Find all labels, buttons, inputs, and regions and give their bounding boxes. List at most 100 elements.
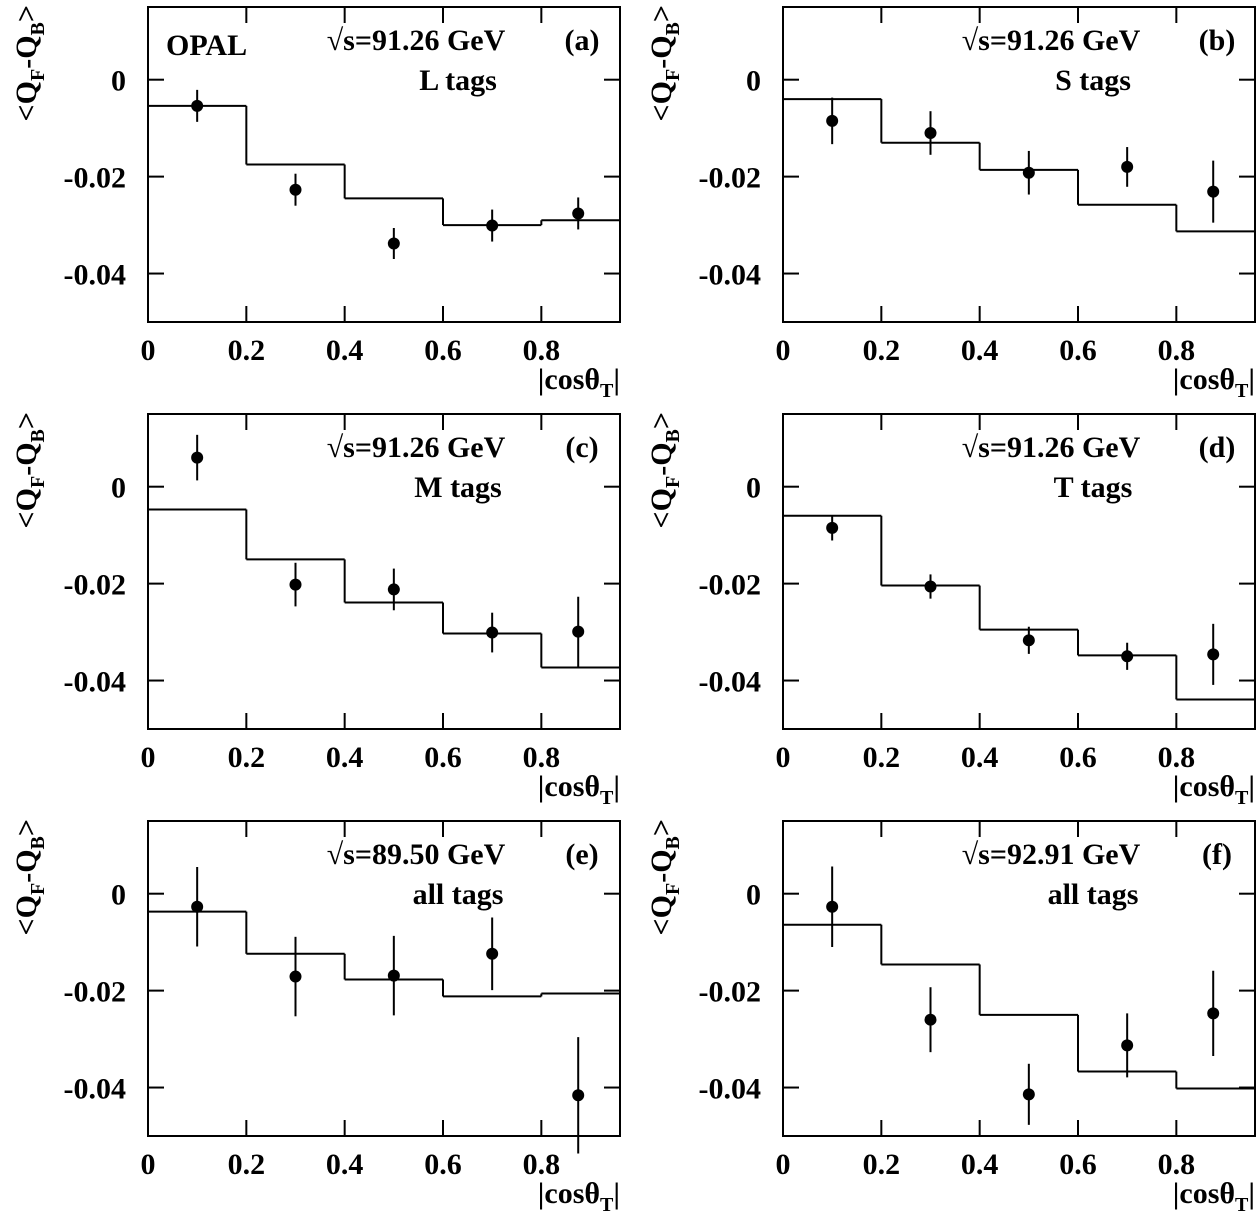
- label-part: |cosθ: [538, 1177, 600, 1210]
- label-part: -Q: [645, 442, 678, 475]
- tag-label: all tags: [1048, 878, 1139, 911]
- subscript: T: [600, 1194, 614, 1216]
- x-tick-label: 0.4: [326, 741, 364, 774]
- plot-frame: [147, 6, 621, 323]
- chart-title: OPAL: [166, 29, 247, 62]
- label-part: |: [1248, 363, 1255, 396]
- data-point: [1022, 634, 1035, 647]
- x-tick-label: 0.8: [523, 1148, 561, 1181]
- x-tick-label: 0.8: [1158, 1148, 1196, 1181]
- y-tick-label: -0.04: [64, 666, 127, 699]
- tag-label: M tags: [414, 471, 501, 504]
- subscript: F: [662, 883, 684, 895]
- tag-label: all tags: [413, 878, 504, 911]
- y-tick-label: -0.02: [64, 162, 127, 195]
- energy-label: √s=91.26 GeV: [327, 431, 506, 464]
- y-axis-label: <QF-QB>: [645, 5, 684, 121]
- tag-label: S tags: [1055, 64, 1131, 97]
- data-point: [826, 521, 839, 534]
- x-tick-label: 0.4: [326, 1148, 364, 1181]
- data-point: [572, 1089, 585, 1102]
- y-tick-label: -0.04: [699, 1073, 762, 1106]
- label-part: <Q: [10, 81, 43, 121]
- subscript: F: [27, 476, 49, 488]
- data-point: [1207, 1007, 1220, 1020]
- y-tick-label: 0: [111, 472, 126, 505]
- y-tick-label: -0.02: [699, 976, 762, 1009]
- y-tick-label: 0: [746, 65, 761, 98]
- tag-label: L tags: [419, 64, 497, 97]
- y-tick-label: 0: [111, 65, 126, 98]
- label-part: -Q: [645, 849, 678, 882]
- data-point: [924, 127, 937, 139]
- y-tick-label: -0.02: [64, 976, 127, 1009]
- x-tick-label: 0.4: [961, 334, 999, 367]
- label-part: -Q: [10, 442, 43, 475]
- subscript: B: [27, 836, 49, 849]
- subscript: T: [1235, 380, 1249, 402]
- x-tick-label: 0.8: [523, 334, 561, 367]
- x-tick-label: 0.8: [1158, 741, 1196, 774]
- panel-label: (c): [565, 431, 598, 464]
- y-tick-label: -0.04: [699, 259, 762, 292]
- label-part: -Q: [10, 35, 43, 68]
- x-axis-label: |cosθT|: [538, 770, 620, 809]
- y-tick-label: -0.04: [64, 259, 127, 292]
- data-point: [572, 207, 585, 220]
- subscript: T: [600, 380, 614, 402]
- energy-label: √s=89.50 GeV: [327, 838, 506, 871]
- data-point: [191, 900, 204, 913]
- energy-label: √s=91.26 GeV: [962, 431, 1141, 464]
- subscript: F: [27, 883, 49, 895]
- data-point: [486, 626, 499, 639]
- y-tick-label: -0.02: [699, 162, 762, 195]
- data-point: [191, 99, 204, 112]
- label-part: |cosθ: [1173, 770, 1235, 803]
- label-part: |cosθ: [1173, 363, 1235, 396]
- energy-label: √s=91.26 GeV: [327, 24, 506, 57]
- subscript: B: [27, 429, 49, 442]
- x-tick-label: 0.6: [424, 1148, 462, 1181]
- x-tick-label: 0.6: [424, 334, 462, 367]
- subscript: F: [662, 476, 684, 488]
- energy-label: √s=91.26 GeV: [962, 24, 1141, 57]
- data-point: [1022, 1088, 1035, 1101]
- y-axis-label: <QF-QB>: [10, 5, 49, 121]
- x-tick-label: 0: [141, 1148, 156, 1181]
- label-part: >: [645, 5, 678, 22]
- y-tick-label: -0.02: [64, 569, 127, 602]
- data-point: [1022, 166, 1035, 179]
- label-part: |: [613, 363, 620, 396]
- y-axis-label: <QF-QB>: [10, 412, 49, 528]
- subscript: F: [662, 69, 684, 81]
- label-part: >: [645, 819, 678, 836]
- x-tick-label: 0.2: [863, 334, 901, 367]
- x-axis-label: |cosθT|: [1173, 770, 1255, 809]
- data-point: [387, 583, 400, 596]
- x-tick-label: 0.2: [863, 741, 901, 774]
- label-part: <Q: [10, 488, 43, 528]
- x-tick-label: 0: [776, 741, 791, 774]
- data-point: [1121, 650, 1134, 663]
- label-part: <Q: [645, 488, 678, 528]
- x-axis-label: |cosθT|: [538, 1177, 620, 1216]
- subscript: T: [600, 787, 614, 809]
- plot-frame: [147, 820, 621, 1137]
- label-part: |cosθ: [1173, 1177, 1235, 1210]
- x-axis-label: |cosθT|: [538, 363, 620, 402]
- label-part: |: [613, 1177, 620, 1210]
- x-axis-label: |cosθT|: [1173, 1177, 1255, 1216]
- plot-frame: [782, 820, 1256, 1137]
- data-point: [289, 970, 302, 983]
- x-tick-label: 0.2: [228, 1148, 266, 1181]
- y-tick-label: -0.04: [64, 1073, 127, 1106]
- label-part: -Q: [645, 35, 678, 68]
- x-tick-label: 0: [776, 1148, 791, 1181]
- x-tick-label: 0.4: [961, 1148, 999, 1181]
- y-axis-label: <QF-QB>: [645, 412, 684, 528]
- x-tick-label: 0: [141, 334, 156, 367]
- panel-label: (e): [565, 838, 598, 871]
- energy-label: √s=92.91 GeV: [962, 838, 1141, 871]
- label-part: <Q: [645, 81, 678, 121]
